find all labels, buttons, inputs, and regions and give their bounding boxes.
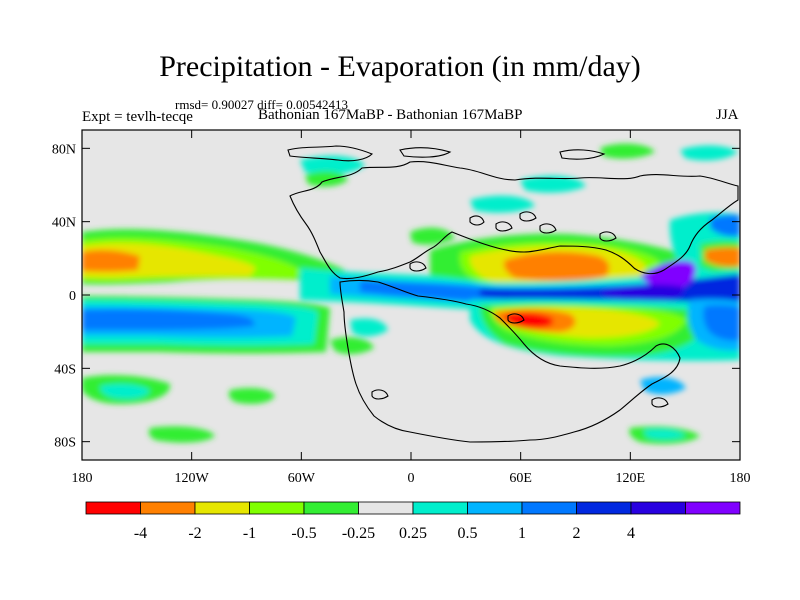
y-tick-label: 0 [69,289,76,304]
colorbar-label: 1 [518,525,526,542]
x-tick-label: 0 [408,471,415,486]
field-cyan-north-patch-3 [680,145,738,161]
colorbar-swatch [412,501,468,515]
coast-islands-7 [507,313,525,324]
field-green-south-patch-2 [228,388,275,404]
chart-title: Precipitation - Evaporation (in mm/day) [159,50,641,83]
x-tick-label: 180 [72,471,93,486]
coast-islands-2 [495,221,513,232]
data-field [82,143,740,444]
field-orange-n-pacific [82,249,140,272]
field-cyan-south-patch-4 [644,429,686,440]
field-green-north-patch-5 [410,227,455,245]
x-tick-label: 120W [175,471,210,486]
colorbar-swatch [685,501,741,515]
coast-islands-3 [519,211,537,222]
y-tick-label: 40N [52,216,76,231]
colorbar-label: 2 [573,525,581,542]
y-tick-label: 80S [54,436,76,451]
field-indigo-eq [600,284,684,302]
axis-layer: 180 120W 60W 0 60E 120E 180 80N 40N 0 40S 80S [52,130,751,486]
x-tick-label: 180 [730,471,751,486]
colorbar-label: 4 [627,525,635,542]
coast-arctic-island-1 [399,147,452,158]
field-blue-nw [710,214,740,237]
field-cyan-south-ocean [640,377,686,395]
x-tick-label: 120E [616,471,646,486]
field-red-s-africa [505,312,554,328]
field-cyan-sa-patch [350,318,388,337]
colorbar-swatch [194,501,250,515]
coast-islands-1 [469,215,485,226]
field-yellow-ne [705,247,740,267]
field-cyan-south-patch-1 [100,383,150,399]
coast-islands-6 [409,261,427,272]
field-orange-n-africa [503,251,610,281]
colorbar-label: -1 [243,525,256,542]
field-cyan-north-patch-4 [470,195,535,213]
colorbar-swatch [521,501,577,515]
colorbar-label: -0.25 [342,525,375,542]
colorbar-swatch [303,501,359,515]
field-cyan-north-patch-2 [520,175,586,193]
field-green-south-patch-3 [148,426,215,443]
coastlines [287,145,739,443]
colorbar-swatch [630,501,686,515]
coast-islands-9 [371,389,389,400]
stats-line: rmsd= 0.90027 diff= 0.00542413 [175,97,348,112]
coast-south-continent [339,279,681,443]
colorbar: -4 -2 -1 -0.5 -0.25 0.25 0.5 1 2 4 [85,501,741,542]
colorbar-swatch [249,501,305,515]
colorbar-label: -2 [188,525,201,542]
colorbar-swatch [467,501,523,515]
y-tick-label: 40S [54,362,76,377]
coast-islands-5 [599,231,617,242]
colorbar-swatch [358,501,414,515]
coast-greenland [287,145,373,162]
field-blue-s-pacific [82,309,255,330]
coast-arctic-island-2 [559,149,606,160]
field-purple-eq [640,260,696,289]
colorbar-label: -4 [134,525,147,542]
coast-islands-8 [651,397,669,408]
colorbar-swatch [140,501,196,515]
coast-north-continent [289,161,739,280]
y-tick-label: 80N [52,142,76,157]
experiment-label: Expt = tevlh-tecqe [82,109,193,125]
field-blue-se [703,305,740,341]
field-green-north-patch-2 [600,143,655,159]
colorbar-label: 0.25 [399,525,427,542]
coast-islands-4 [539,223,557,234]
colorbar-swatch [576,501,632,515]
colorbar-swatch [85,501,141,515]
colorbar-label: 0.5 [458,525,478,542]
runs-label: Bathonian 167MaBP - Bathonian 167MaBP [258,107,523,123]
field-green-north-patch-1 [305,171,348,187]
colorbar-label: -0.5 [291,525,316,542]
season-label: JJA [716,107,739,123]
x-tick-label: 60E [509,471,532,486]
x-tick-label: 60W [288,471,316,486]
field-green-sa-patch [330,337,374,355]
